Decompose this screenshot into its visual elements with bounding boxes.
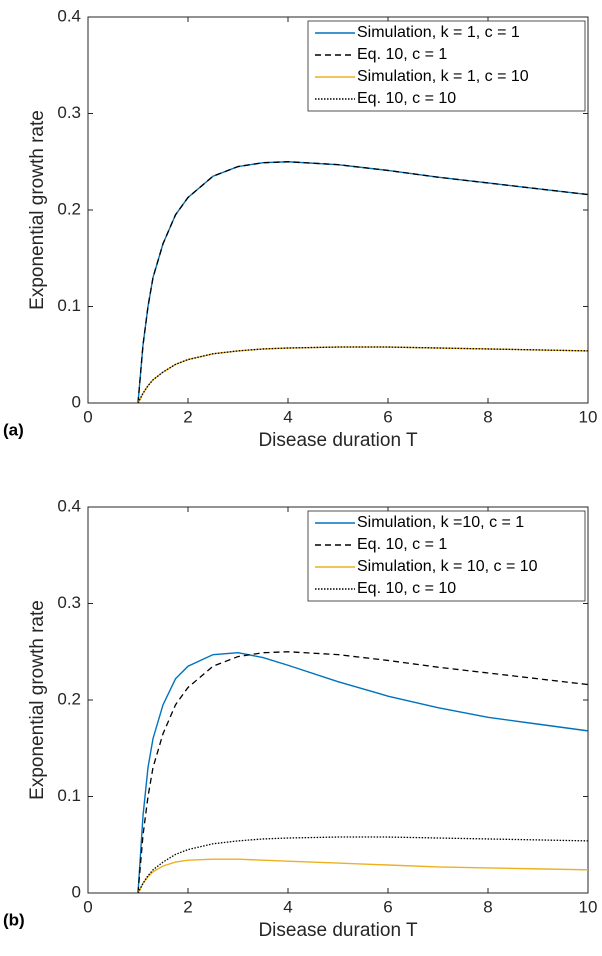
- series-line: [137, 346, 589, 404]
- x-tick-label: 4: [283, 407, 292, 426]
- y-tick-label: 0.4: [57, 496, 81, 515]
- y-tick-label: 0.3: [57, 593, 81, 612]
- x-tick-label: 8: [483, 407, 492, 426]
- x-tick-label: 4: [283, 897, 292, 916]
- legend: Simulation, k = 1, c = 1 Eq. 10, c = 1 Sim…: [307, 20, 586, 112]
- panel-label: (a): [3, 420, 24, 439]
- x-axis-label: Disease duration T: [258, 430, 418, 451]
- x-tick-label: 2: [183, 407, 192, 426]
- panel: 0 2 4 6 8 10 0 0.1 0.2 0.3 0.4 Disease duration T Ex…: [3, 6, 597, 451]
- y-tick-label: 0.2: [57, 199, 81, 218]
- y-axis-label: Exponential growth rate: [27, 110, 48, 310]
- panel-label: (b): [3, 910, 25, 929]
- y-tick-label: 0: [72, 882, 81, 901]
- legend-box: [307, 510, 586, 602]
- series-line: [137, 858, 589, 894]
- legend-label: Simulation, k =10, c = 1: [357, 514, 524, 531]
- legend-label: Eq. 10, c = 1: [357, 536, 447, 553]
- series-line: [137, 346, 589, 404]
- y-tick-label: 0.4: [57, 6, 81, 25]
- y-tick-label: 0.1: [57, 786, 81, 805]
- legend-label: Eq. 10, c = 1: [357, 46, 447, 63]
- legend-box: [307, 20, 586, 112]
- legend-label: Simulation, k = 1, c = 10: [357, 68, 529, 85]
- legend-label: Simulation, k = 1, c = 1: [357, 24, 520, 41]
- legend-label: Eq. 10, c = 10: [357, 90, 456, 107]
- x-tick-label: 6: [383, 897, 392, 916]
- y-tick-label: 0.2: [57, 689, 81, 708]
- y-axis-label: Exponential growth rate: [27, 600, 48, 800]
- x-tick-label: 10: [579, 407, 598, 426]
- x-tick-label: 0: [83, 407, 92, 426]
- series-line: [137, 651, 589, 894]
- x-tick-label: 8: [483, 897, 492, 916]
- x-tick-label: 6: [383, 407, 392, 426]
- legend-label: Eq. 10, c = 10: [357, 580, 456, 597]
- x-tick-label: 0: [83, 897, 92, 916]
- y-tick-label: 0.3: [57, 103, 81, 122]
- panel: 0 2 4 6 8 10 0 0.1 0.2 0.3 0.4 Disease duration T Ex…: [3, 496, 597, 941]
- series-line: [137, 652, 589, 894]
- series-line: [137, 161, 589, 404]
- series-line: [137, 836, 589, 894]
- series-line: [137, 161, 589, 404]
- x-tick-label: 10: [579, 897, 598, 916]
- legend-label: Simulation, k = 10, c = 10: [357, 558, 538, 575]
- y-tick-label: 0.1: [57, 296, 81, 315]
- x-axis-label: Disease duration T: [258, 920, 418, 941]
- y-tick-label: 0: [72, 392, 81, 411]
- x-tick-label: 2: [183, 897, 192, 916]
- legend: Simulation, k =10, c = 1 Eq. 10, c = 1 Sim…: [307, 510, 586, 602]
